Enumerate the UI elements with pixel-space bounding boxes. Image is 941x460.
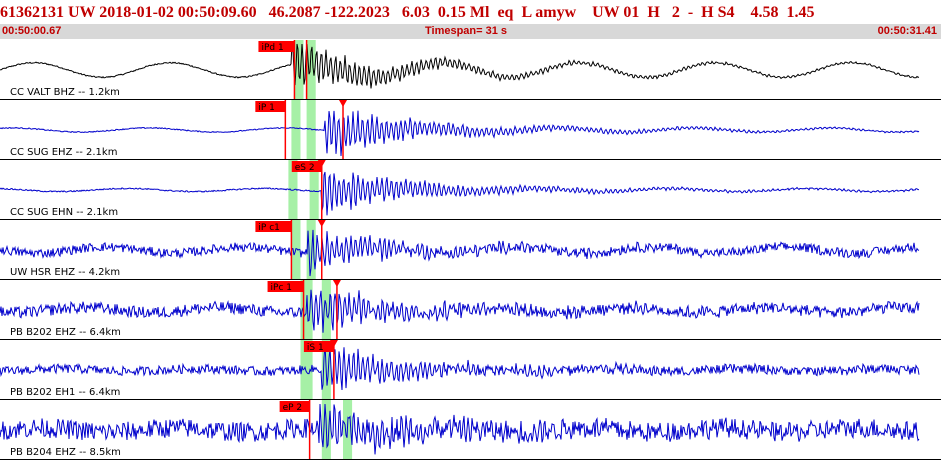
pick-label: eS 2	[295, 163, 315, 173]
pick-marker-icon	[332, 280, 341, 287]
waveform	[0, 343, 920, 391]
pick-tag[interactable]	[267, 281, 304, 292]
trace-label: PB B204 EHZ -- 8.5km	[10, 447, 121, 458]
pick-marker-icon	[329, 340, 338, 347]
seismogram-panel[interactable]: iPd 1 CC VALT BHZ -- 1.2km iP 1 CC SUG EHZ …	[0, 40, 941, 460]
pick-marker-icon	[339, 100, 348, 107]
pick-tag[interactable]	[255, 101, 286, 112]
trace-label: PB B202 EHZ -- 6.4km	[10, 327, 121, 338]
trace-row[interactable]: iPd 1 CC VALT BHZ -- 1.2km	[0, 40, 941, 100]
pick-label: iPc 1	[271, 283, 292, 293]
trace-row[interactable]: eS 2 CC SUG EHN -- 2.1km	[0, 160, 941, 220]
pick-label: iP c1	[258, 223, 279, 233]
trace-label: PB B202 EH1 -- 6.4km	[10, 387, 120, 398]
trace-row[interactable]: iP 1 CC SUG EHZ -- 2.1km	[0, 100, 941, 160]
pick-tag[interactable]	[291, 161, 322, 172]
pick-window	[306, 100, 316, 160]
pick-marker-icon	[317, 220, 326, 227]
trace-row[interactable]: eP 2 PB B204 EHZ -- 8.5km	[0, 400, 941, 460]
pick-label: iP 1	[258, 103, 275, 113]
trace-label: UW HSR EHZ -- 4.2km	[10, 267, 120, 278]
pick-tag[interactable]	[279, 401, 310, 412]
pick-marker-icon	[317, 160, 326, 167]
pick-window	[300, 340, 313, 400]
pick-tag[interactable]	[303, 341, 334, 352]
pick-window	[306, 220, 316, 280]
pick-label: iPd 1	[261, 43, 283, 53]
waveform	[0, 403, 920, 455]
pick-tag[interactable]	[255, 221, 292, 232]
pick-label: eP 2	[283, 403, 303, 413]
event-header: 61362131 UW 2018-01-02 00:50:09.60 46.20…	[0, 0, 941, 40]
waveform	[0, 289, 920, 333]
pick-window	[291, 100, 301, 160]
waveform	[0, 43, 920, 89]
waveform	[0, 229, 920, 277]
start-time: 00:50:00.67	[2, 25, 62, 37]
waveform	[0, 171, 919, 216]
trace-row[interactable]: iPc 1 PB B202 EHZ -- 6.4km	[0, 280, 941, 340]
time-bar: 00:50:00.67 Timespan= 31 s 00:50:31.41	[0, 24, 941, 39]
trace-label: CC SUG EHN -- 2.1km	[10, 207, 118, 218]
trace-row[interactable]: iP c1 UW HSR EHZ -- 4.2km	[0, 220, 941, 280]
event-summary: 61362131 UW 2018-01-02 00:50:09.60 46.20…	[0, 4, 815, 21]
end-time: 00:50:31.41	[877, 25, 937, 37]
timespan-label: Timespan= 31 s	[425, 25, 508, 37]
trace-label: CC VALT BHZ -- 1.2km	[10, 87, 120, 98]
pick-label: iS 1	[307, 343, 324, 353]
trace-row[interactable]: iS 1 PB B202 EH1 -- 6.4km	[0, 340, 941, 400]
pick-window	[306, 40, 316, 100]
waveform	[0, 110, 920, 157]
pick-window	[309, 160, 319, 220]
pick-tag[interactable]	[258, 41, 295, 52]
trace-label: CC SUG EHZ -- 2.1km	[10, 147, 117, 158]
